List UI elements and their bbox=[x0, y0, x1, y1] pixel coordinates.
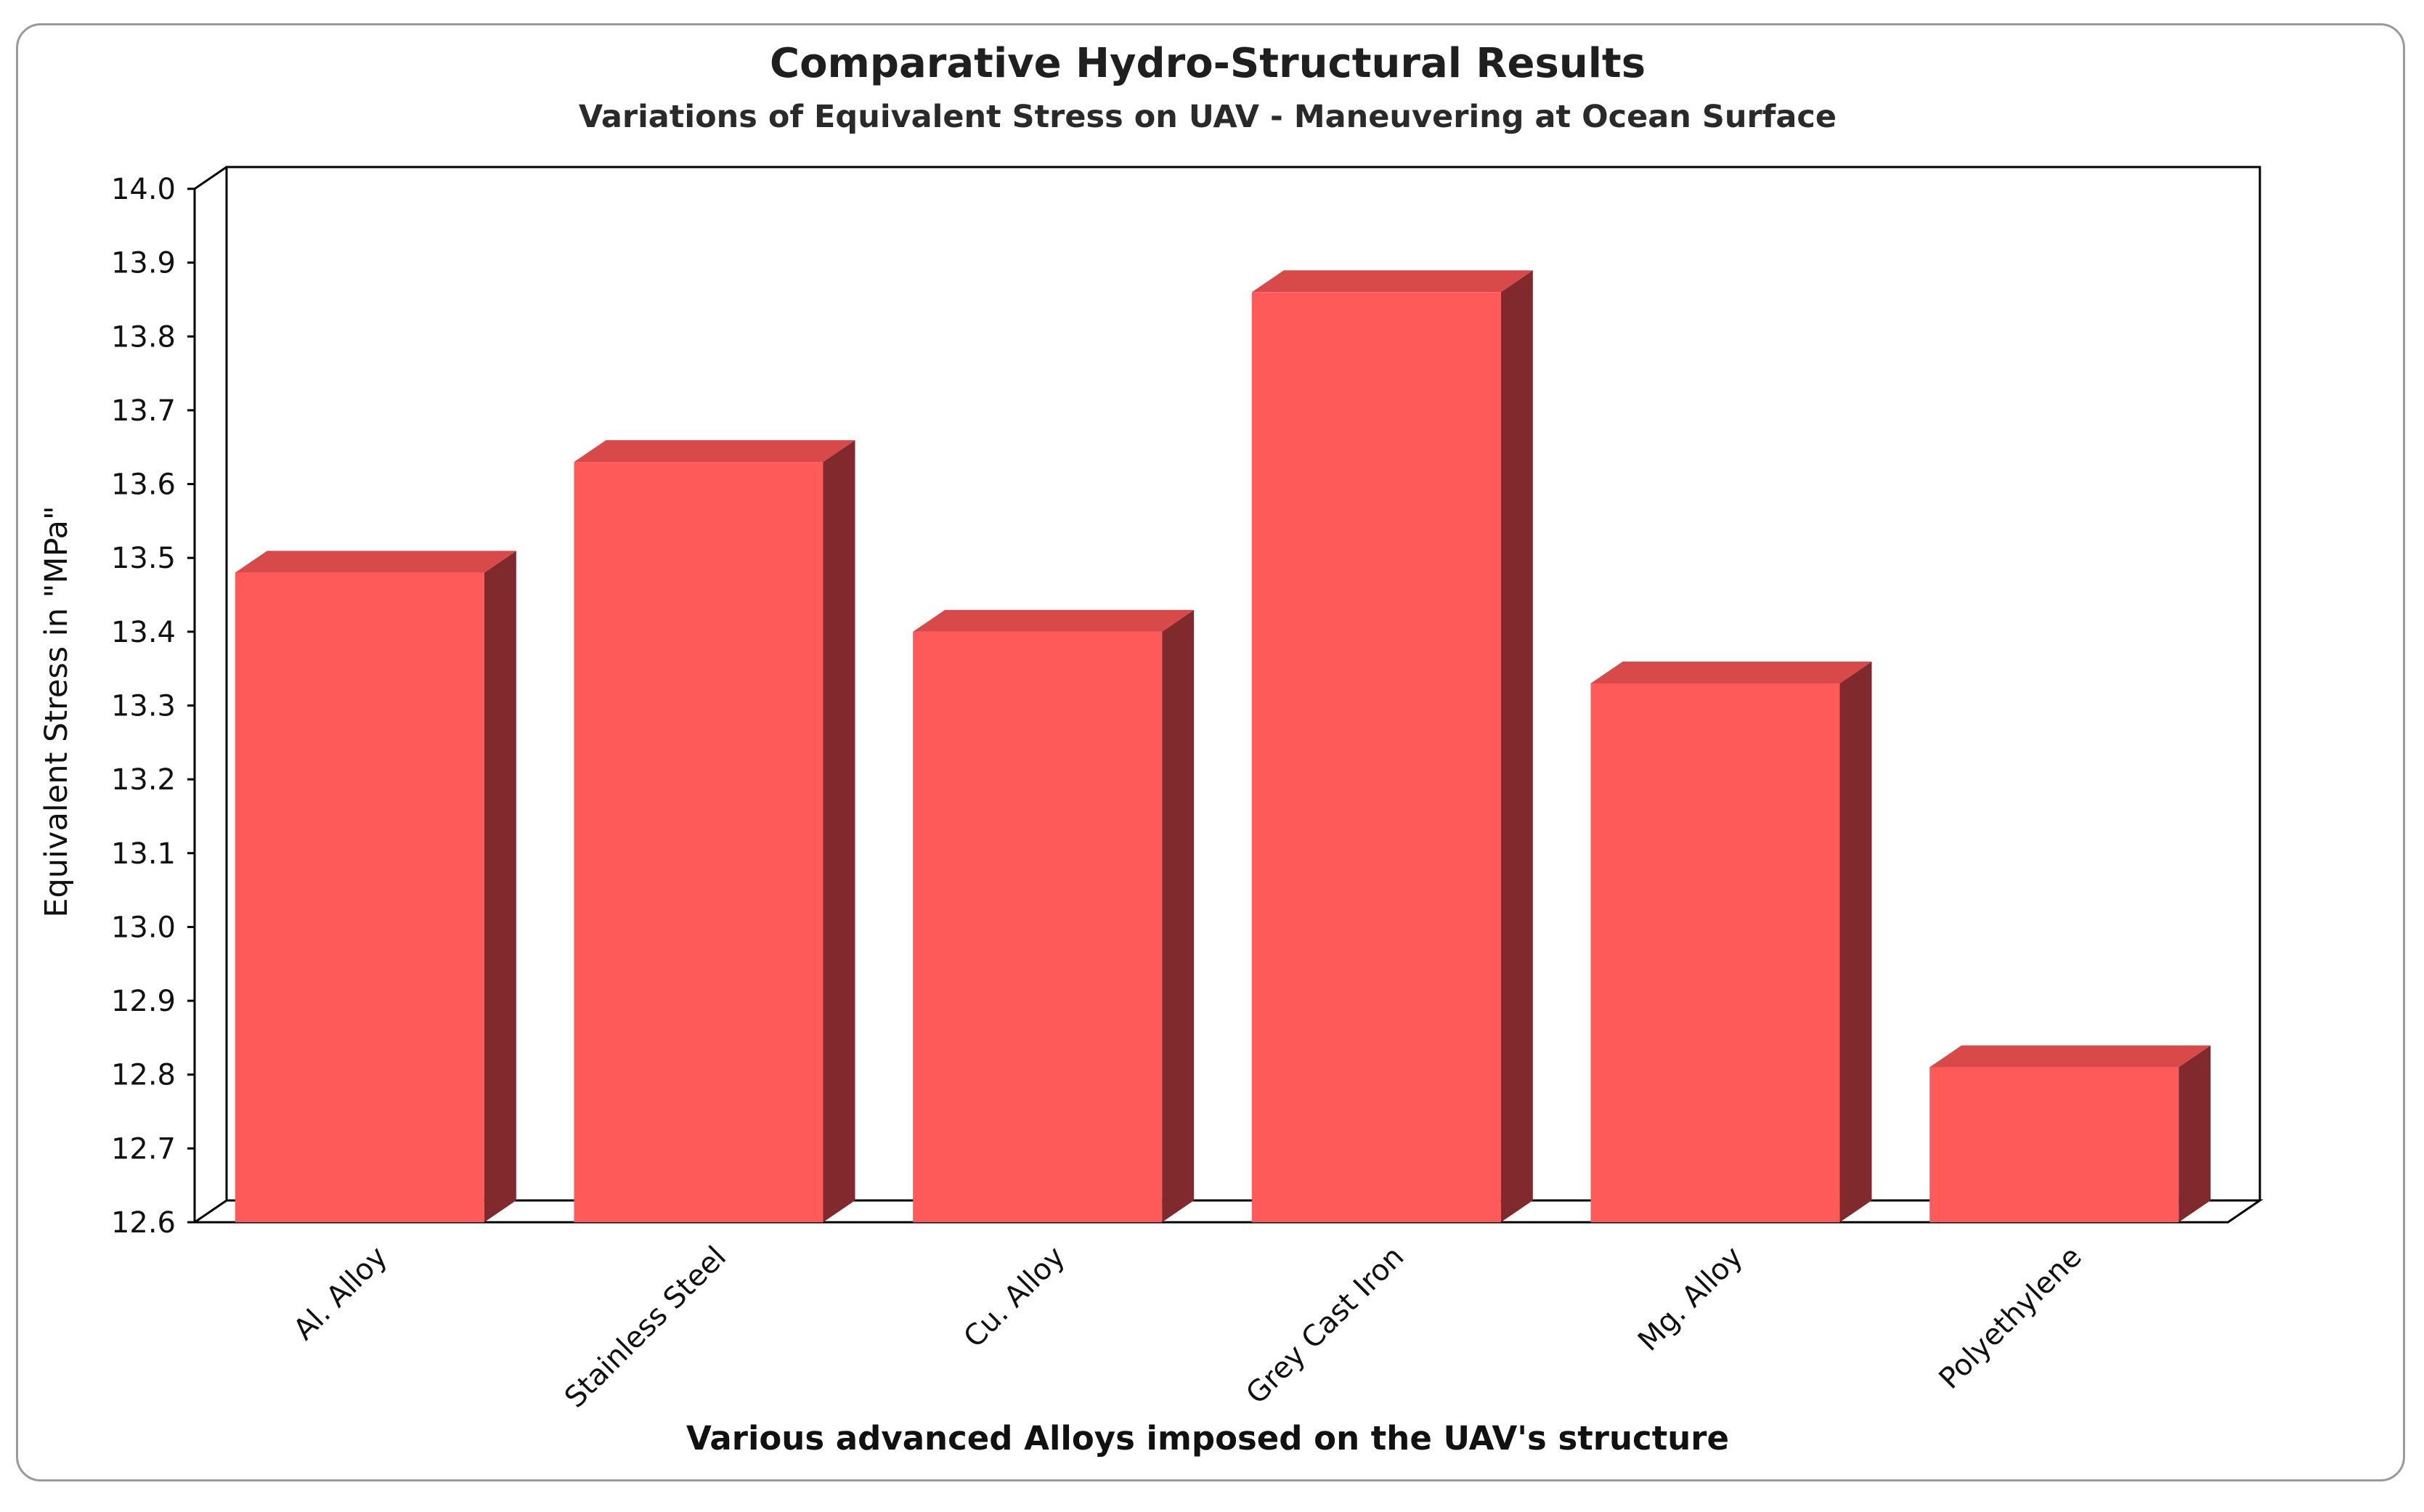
bar-side bbox=[2179, 1045, 2211, 1222]
bar-side bbox=[1839, 662, 1872, 1222]
y-axis-line bbox=[193, 166, 227, 1222]
y-tick-label: 13.7 bbox=[111, 394, 176, 428]
bar-top bbox=[1251, 270, 1533, 293]
y-tick-label: 13.9 bbox=[111, 247, 176, 280]
bar-top bbox=[1929, 1045, 2211, 1068]
y-tick-label: 13.2 bbox=[111, 763, 176, 797]
bar-al-alloy bbox=[235, 550, 516, 1222]
y-axis-title: Equivalent Stress in "MPa" bbox=[38, 505, 75, 917]
y-tick-label: 13.0 bbox=[111, 911, 176, 944]
x-tick-label: Grey Cast Iron bbox=[1240, 1240, 1410, 1411]
y-tick-label: 14.0 bbox=[111, 173, 176, 206]
bar-stainless-steel bbox=[574, 440, 855, 1222]
y-tick-label: 12.9 bbox=[111, 985, 176, 1018]
y-tick-label: 13.3 bbox=[111, 690, 176, 723]
bar-side bbox=[1500, 270, 1533, 1222]
y-tick-label: 12.6 bbox=[111, 1206, 176, 1240]
x-axis-title: Various advanced Alloys imposed on the U… bbox=[686, 1419, 1729, 1458]
bar-polyethylene bbox=[1929, 1045, 2211, 1222]
bar-front bbox=[574, 462, 823, 1222]
bar-side bbox=[823, 440, 855, 1222]
x-tick-label: Mg. Alloy bbox=[1632, 1240, 1749, 1358]
x-tick-label: Stainless Steel bbox=[558, 1240, 733, 1415]
y-tick-label: 13.4 bbox=[111, 616, 176, 649]
bar-front bbox=[235, 572, 484, 1222]
bar-front bbox=[1251, 292, 1501, 1222]
y-tick-label: 13.6 bbox=[111, 468, 176, 502]
bar-front bbox=[1590, 683, 1840, 1222]
bar-cu-alloy bbox=[913, 609, 1195, 1222]
bar-grey-cast-iron bbox=[1251, 270, 1533, 1222]
y-tick-label: 13.8 bbox=[111, 320, 176, 354]
bars bbox=[235, 270, 2211, 1222]
y-tick-label: 12.7 bbox=[111, 1132, 176, 1166]
back-wall bbox=[225, 166, 2261, 1200]
chart-subtitle: Variations of Equivalent Stress on UAV -… bbox=[579, 99, 1837, 135]
bar-front bbox=[1929, 1067, 2179, 1222]
y-tick-labels: 14.0 13.9 13.8 13.7 13.6 13.5 13.4 13.3 13.2 13.1… bbox=[111, 173, 195, 1240]
x-tick-label: Polyethylene bbox=[1933, 1240, 2089, 1396]
bar-side bbox=[1162, 609, 1195, 1222]
y-tick-label: 12.8 bbox=[111, 1059, 176, 1092]
x-tick-labels: Al. Alloy Stainless Steel Cu. Alloy Grey Ca… bbox=[288, 1240, 2089, 1415]
bar-mg-alloy bbox=[1590, 662, 1872, 1222]
bar-top bbox=[913, 609, 1195, 632]
chart-title: Comparative Hydro-Structural Results bbox=[770, 40, 1646, 87]
x-tick-label: Al. Alloy bbox=[288, 1240, 394, 1347]
bar-top bbox=[574, 440, 855, 463]
y-tick-label: 13.5 bbox=[111, 542, 176, 575]
x-tick-label: Cu. Alloy bbox=[957, 1240, 1071, 1354]
bar-top bbox=[1590, 662, 1872, 684]
bar-top bbox=[235, 550, 516, 573]
bar-front bbox=[913, 631, 1163, 1222]
y-tick-label: 13.1 bbox=[111, 837, 176, 871]
bar-side bbox=[484, 550, 516, 1222]
floor bbox=[191, 1199, 2264, 1224]
